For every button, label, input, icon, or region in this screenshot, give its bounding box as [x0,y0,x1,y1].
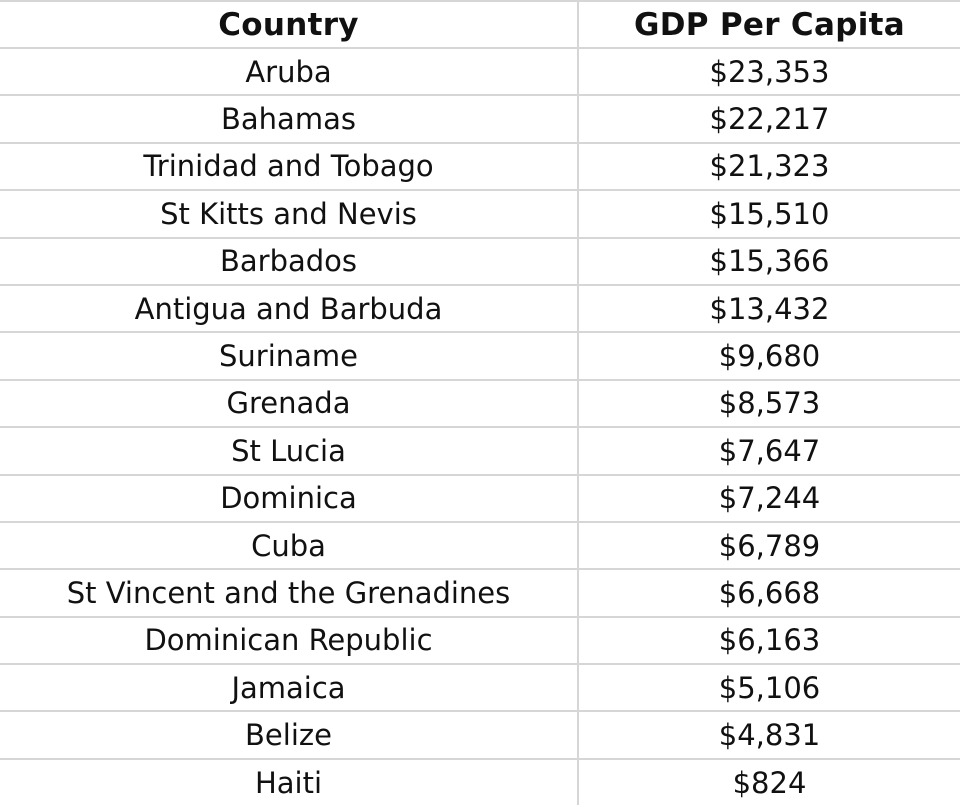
table-row: Belize $4,831 [0,710,960,760]
gdp-cell: $13,432 [577,283,960,334]
table-row: Jamaica $5,106 [0,663,960,713]
gdp-cell: $21,323 [577,141,960,192]
country-cell: Belize [0,710,579,760]
table-row: Aruba $23,353 [0,46,960,97]
column-header-country: Country [0,0,579,49]
gdp-cell: $824 [577,757,960,806]
gdp-cell: $6,163 [577,615,960,666]
country-cell: Antigua and Barbuda [0,283,579,334]
gdp-cell: $4,831 [577,710,960,760]
table-row: Dominican Republic $6,163 [0,615,960,666]
table-header: Country GDP Per Capita [0,0,960,49]
gdp-cell: $22,217 [577,94,960,144]
gdp-cell: $7,647 [577,426,960,476]
table-row: Bahamas $22,217 [0,94,960,144]
gdp-cell: $15,366 [577,236,960,286]
gdp-cell: $6,789 [577,520,960,571]
country-cell: Dominica [0,473,579,523]
table-row: Antigua and Barbuda $13,432 [0,283,960,334]
header-row: Country GDP Per Capita [0,0,960,49]
country-cell: St Kitts and Nevis [0,189,579,239]
country-cell: Haiti [0,757,579,806]
table-row: Cuba $6,789 [0,520,960,571]
country-cell: Aruba [0,46,579,97]
table-row: Haiti $824 [0,757,960,806]
gdp-cell: $23,353 [577,46,960,97]
country-cell: Cuba [0,520,579,571]
country-cell: Barbados [0,236,579,286]
country-cell: St Lucia [0,426,579,476]
country-cell: Dominican Republic [0,615,579,666]
table-row: St Vincent and the Grenadines $6,668 [0,568,960,618]
column-header-gdp-per-capita: GDP Per Capita [577,0,960,49]
country-cell: Suriname [0,331,579,381]
gdp-cell: $7,244 [577,473,960,523]
table-row: Trinidad and Tobago $21,323 [0,141,960,192]
gdp-cell: $6,668 [577,568,960,618]
country-cell: Jamaica [0,663,579,713]
table-row: Barbados $15,366 [0,236,960,286]
table-row: St Kitts and Nevis $15,510 [0,189,960,239]
table-body: Aruba $23,353 Bahamas $22,217 Trinidad a… [0,46,960,806]
gdp-cell: $15,510 [577,189,960,239]
country-cell: Trinidad and Tobago [0,141,579,192]
table-row: Grenada $8,573 [0,378,960,429]
table-row: Suriname $9,680 [0,331,960,381]
gdp-cell: $9,680 [577,331,960,381]
gdp-cell: $8,573 [577,378,960,429]
country-cell: St Vincent and the Grenadines [0,568,579,618]
table-row: St Lucia $7,647 [0,426,960,476]
table-row: Dominica $7,244 [0,473,960,523]
country-cell: Bahamas [0,94,579,144]
gdp-cell: $5,106 [577,663,960,713]
country-cell: Grenada [0,378,579,429]
